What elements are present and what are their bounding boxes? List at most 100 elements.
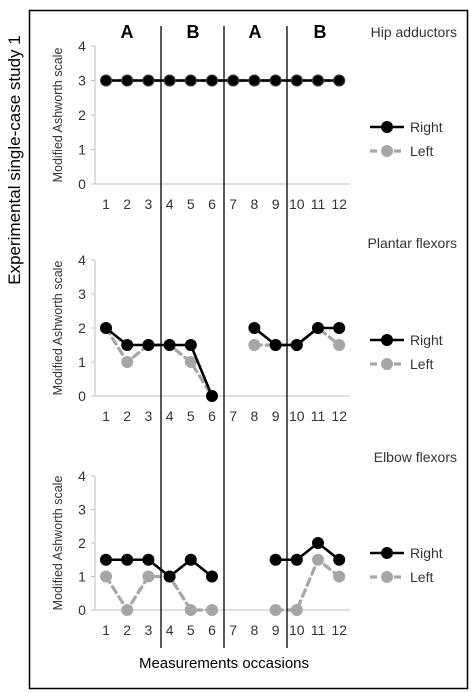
data-point	[333, 74, 346, 87]
data-point	[312, 537, 324, 549]
series-right	[100, 322, 346, 402]
phase-label: B	[314, 22, 327, 42]
data-point	[142, 570, 155, 583]
x-tick-label: 2	[123, 408, 131, 424]
data-point	[290, 74, 303, 87]
series-left	[100, 553, 346, 616]
data-point	[312, 74, 324, 87]
y-tick-label: 0	[78, 388, 86, 404]
legend-marker	[381, 121, 393, 133]
x-tick-label: 6	[208, 622, 216, 638]
y-tick-label: 3	[78, 286, 86, 302]
x-tick-label: 10	[289, 408, 305, 424]
x-tick-label: 4	[166, 622, 174, 638]
legend: Right Left	[370, 545, 443, 585]
x-tick-label: 3	[145, 408, 153, 424]
y-tick-label: 0	[78, 602, 86, 618]
y-axis-title: Modified Ashworth scale	[51, 476, 65, 611]
data-point	[312, 553, 324, 566]
legend-label: Right	[410, 545, 443, 561]
legend-marker	[381, 571, 393, 583]
data-point	[290, 604, 303, 616]
y-tick-label: 4	[78, 252, 86, 268]
x-tick-label: 3	[145, 196, 153, 212]
data-point	[248, 74, 261, 87]
data-point	[100, 553, 112, 566]
data-point	[333, 322, 346, 334]
data-point	[269, 74, 282, 87]
series-right	[100, 74, 346, 87]
y-tick-label: 2	[78, 535, 86, 551]
legend-label: Left	[410, 356, 433, 372]
data-point	[121, 74, 134, 87]
x-tick-label: 12	[331, 622, 347, 638]
x-tick-label: 11	[311, 196, 326, 212]
x-tick-label: 10	[289, 196, 305, 212]
panel-title: Elbow flexors	[374, 449, 457, 465]
data-point	[248, 322, 261, 334]
x-axis-title: Measurements occasions	[139, 655, 309, 672]
data-point	[269, 604, 282, 616]
legend-marker	[381, 358, 393, 370]
legend-marker	[381, 145, 393, 157]
x-tick-label: 5	[187, 622, 195, 638]
data-point	[206, 570, 218, 583]
panel-title: Hip adductors	[371, 24, 457, 40]
x-tick-label: 11	[311, 622, 326, 638]
series-line	[274, 557, 341, 612]
legend: Right Left	[370, 119, 443, 159]
data-point	[163, 570, 176, 583]
legend-marker	[381, 334, 393, 346]
x-tick-label: 11	[311, 408, 326, 424]
x-tick-label: 9	[272, 622, 280, 638]
data-point	[121, 604, 134, 616]
x-tick-label: 10	[289, 622, 305, 638]
x-tick-label: 4	[166, 408, 174, 424]
data-point	[206, 74, 218, 87]
data-point	[121, 553, 134, 566]
side-title: Experimental single-case study 1	[5, 35, 24, 284]
legend-label: Left	[410, 143, 433, 159]
data-point	[227, 74, 240, 87]
series-line	[274, 541, 341, 562]
x-tick-label: 8	[251, 622, 259, 638]
legend-label: Right	[410, 332, 443, 348]
data-point	[290, 339, 303, 351]
x-tick-label: 9	[272, 196, 280, 212]
data-point	[100, 74, 112, 87]
legend-label: Left	[410, 569, 433, 585]
data-point	[269, 553, 282, 566]
data-point	[163, 74, 176, 87]
phase-label: B	[187, 22, 200, 42]
x-tick-label: 5	[187, 408, 195, 424]
phase-label: A	[121, 22, 134, 42]
x-tick-label: 9	[272, 408, 280, 424]
data-point	[184, 356, 197, 368]
y-tick-label: 1	[78, 569, 86, 585]
legend-marker	[381, 547, 393, 559]
x-tick-label: 8	[251, 408, 259, 424]
data-point	[333, 570, 346, 583]
y-tick-label: 3	[78, 73, 86, 89]
data-point	[206, 390, 218, 402]
data-point	[184, 553, 197, 566]
x-tick-label: 3	[145, 622, 153, 638]
data-point	[312, 322, 324, 334]
data-point	[248, 339, 261, 351]
phase-dividers	[160, 26, 288, 648]
x-tick-label: 7	[229, 622, 237, 638]
x-tick-label: 7	[229, 196, 237, 212]
x-tick-label: 12	[331, 196, 347, 212]
data-point	[269, 339, 282, 351]
data-point	[206, 604, 218, 616]
data-point	[100, 570, 112, 583]
data-point	[184, 339, 197, 351]
x-tick-label: 6	[208, 196, 216, 212]
y-tick-label: 0	[78, 176, 86, 192]
data-point	[184, 604, 197, 616]
y-tick-label: 4	[78, 38, 86, 54]
